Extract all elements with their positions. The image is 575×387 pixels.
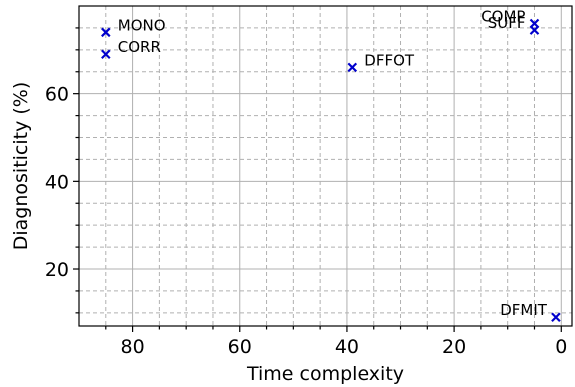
point-label: DFFOT xyxy=(364,51,415,69)
x-tick-label: 80 xyxy=(120,336,144,358)
x-tick-label: 40 xyxy=(335,336,359,358)
point-label: SUFF xyxy=(488,14,526,32)
data-point xyxy=(101,49,111,59)
point-label: MONO xyxy=(118,16,166,34)
plot-frame xyxy=(78,5,573,327)
y-axis-label: Diagnositicity (%) xyxy=(10,82,32,251)
point-label: DFMIT xyxy=(500,301,548,319)
marker-stroke xyxy=(101,27,111,38)
marker-stroke xyxy=(551,312,561,323)
x-tick-label: 0 xyxy=(555,336,567,358)
data-points xyxy=(101,18,561,323)
x-tick-label: 60 xyxy=(228,336,252,358)
grid xyxy=(79,6,572,326)
marker-stroke xyxy=(529,25,540,35)
y-tick-label: 60 xyxy=(45,84,69,106)
data-point xyxy=(529,25,540,35)
data-point xyxy=(101,27,111,38)
axis-ticks xyxy=(73,27,562,332)
marker-stroke xyxy=(347,62,358,73)
data-point xyxy=(347,62,358,73)
y-tick-label: 20 xyxy=(45,259,69,281)
marker-stroke xyxy=(101,49,111,59)
point-label: COMP xyxy=(481,8,525,26)
x-tick-label: 20 xyxy=(442,336,466,358)
y-tick-label: 40 xyxy=(45,171,69,193)
point-label: CORR xyxy=(118,38,161,56)
x-axis-label: Time complexity xyxy=(246,363,404,385)
tick-labels: 80 60 40 20 0 20 40 60 xyxy=(45,84,568,358)
data-point xyxy=(551,312,561,323)
